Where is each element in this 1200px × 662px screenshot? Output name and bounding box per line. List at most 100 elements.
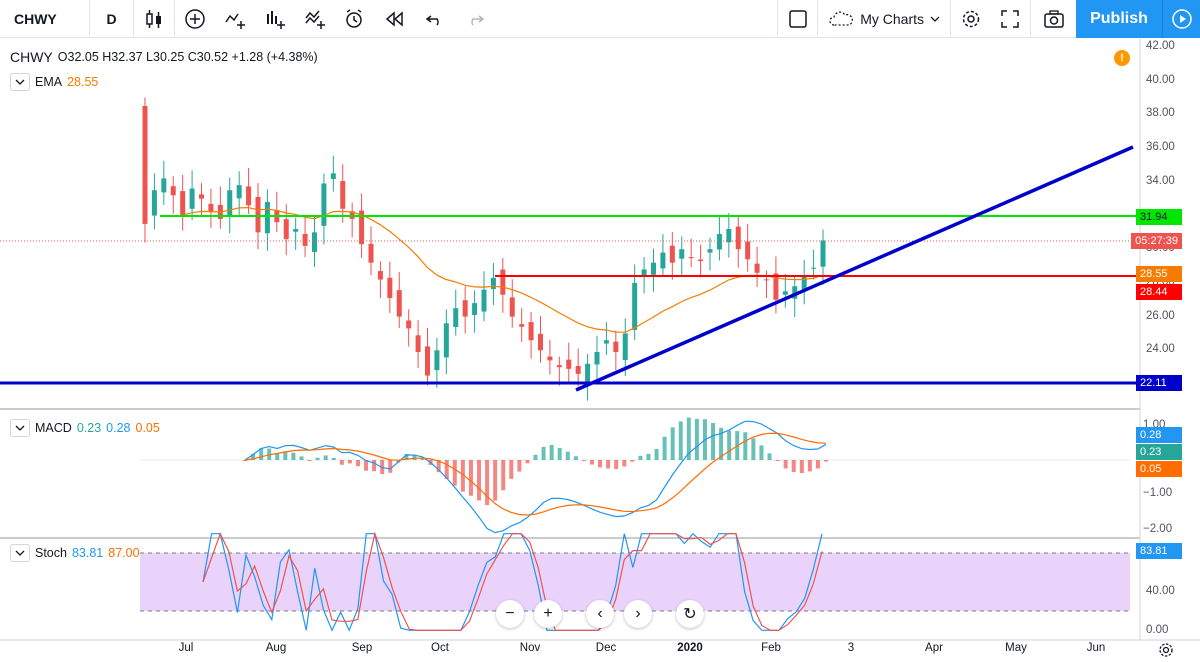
- publish-button[interactable]: Publish: [1076, 0, 1162, 38]
- macd-histogram[interactable]: [243, 417, 828, 506]
- price-axis-tick: 38.00: [1146, 107, 1175, 120]
- macd-value-3: 0.05: [135, 421, 160, 435]
- zoom-in-button[interactable]: +: [534, 600, 562, 628]
- collapse-chevron-icon[interactable]: [10, 544, 30, 562]
- macd-histogram-bar: [606, 460, 611, 469]
- macd-line[interactable]: [244, 420, 827, 534]
- legend-ohlc: O32.05 H32.37 L30.25 C30.52 +1.28 (+4.38…: [57, 50, 318, 64]
- collapse-chevron-icon[interactable]: [10, 419, 30, 437]
- collapse-chevron-icon[interactable]: [10, 73, 30, 91]
- macd-axis-tick: −1.00: [1143, 487, 1173, 499]
- candle-body: [490, 277, 496, 290]
- ema-line[interactable]: [182, 206, 824, 333]
- candle-body: [538, 333, 543, 351]
- time-axis-tick: Jun: [1086, 642, 1106, 654]
- settings-gear-icon[interactable]: [950, 0, 990, 38]
- macd-histogram-bar: [477, 460, 482, 501]
- macd-histogram-bar: [719, 427, 724, 460]
- candlestick-series[interactable]: [142, 97, 826, 401]
- stoch-d-line[interactable]: [202, 531, 823, 631]
- symbol-search[interactable]: CHWY: [0, 0, 90, 38]
- macd-value-1: 0.23: [76, 421, 102, 435]
- macd-histogram-bar: [767, 453, 772, 460]
- stoch-price-label: 83.81: [1136, 543, 1182, 559]
- macd-histogram-bar: [686, 417, 691, 460]
- macd-histogram-bar: [444, 460, 449, 480]
- candle-body: [330, 173, 336, 180]
- price-axis-tick: 40.00: [1146, 73, 1175, 86]
- macd-histogram-bar: [468, 460, 473, 496]
- candle-body: [312, 232, 317, 252]
- candle-body: [603, 340, 609, 344]
- fullscreen-layout-icon[interactable]: [777, 0, 817, 38]
- compare-add-icon[interactable]: [175, 0, 215, 38]
- zoom-out-button[interactable]: −: [496, 600, 524, 628]
- macd-histogram-bar: [614, 460, 619, 470]
- fullscreen-icon[interactable]: [990, 0, 1030, 38]
- macd-histogram-bar: [501, 460, 506, 491]
- financials-icon[interactable]: [255, 0, 295, 38]
- price-axis-tick: 24.00: [1146, 343, 1175, 356]
- candle-body: [679, 249, 685, 259]
- undo-icon[interactable]: [415, 0, 455, 38]
- scroll-right-button[interactable]: ›: [624, 600, 652, 628]
- indicators-icon[interactable]: [215, 0, 255, 38]
- macd-histogram-bar: [678, 421, 683, 460]
- stoch-label: Stoch: [35, 546, 67, 560]
- macd-histogram-bar: [807, 460, 812, 472]
- macd-label-a: 0.28: [1136, 427, 1182, 443]
- candle-body: [801, 276, 807, 290]
- my-charts-button[interactable]: My Charts: [817, 0, 950, 38]
- macd-histogram-bar: [727, 430, 732, 460]
- candle-body: [293, 228, 299, 232]
- interval-button[interactable]: D: [90, 0, 134, 38]
- cloud-icon: [829, 11, 854, 26]
- macd-histogram-bar: [541, 446, 546, 460]
- chart-type-icon[interactable]: [134, 0, 174, 38]
- time-axis-tick: Apr: [925, 642, 943, 654]
- play-icon[interactable]: [1162, 0, 1200, 38]
- macd-histogram-bar: [799, 460, 804, 474]
- price-label-green: 31.94: [1136, 209, 1182, 225]
- candle-body: [622, 333, 628, 361]
- macd-label: MACD: [35, 421, 72, 435]
- candle-body: [472, 303, 478, 316]
- macd-histogram-bar: [638, 455, 643, 460]
- signal-line[interactable]: [244, 432, 827, 516]
- macd-histogram-bar: [565, 451, 570, 460]
- candle-body: [782, 291, 788, 295]
- candle-body: [283, 219, 289, 240]
- reset-chart-icon[interactable]: ↻: [676, 600, 704, 628]
- legend-symbol: CHWY: [10, 49, 53, 65]
- candle-body: [302, 233, 308, 246]
- candle-body: [377, 271, 383, 280]
- candle-body: [594, 351, 600, 365]
- candle-body: [387, 277, 393, 299]
- candle-body: [396, 290, 402, 317]
- macd-histogram-bar: [355, 460, 360, 467]
- scroll-left-button[interactable]: ‹: [586, 600, 614, 628]
- macd-histogram-bar: [364, 460, 369, 471]
- trendline[interactable]: [575, 145, 1134, 392]
- candle-body: [425, 346, 430, 376]
- macd-histogram-bar: [622, 460, 627, 467]
- replay-icon[interactable]: [375, 0, 415, 38]
- candle-body: [754, 263, 760, 273]
- macd-histogram-bar: [670, 427, 675, 460]
- templates-icon[interactable]: [295, 0, 335, 38]
- candle-body: [745, 241, 751, 260]
- candle-body: [246, 186, 252, 206]
- macd-histogram-bar: [323, 455, 328, 460]
- settings-gear-icon[interactable]: [1158, 642, 1174, 658]
- stoch-legend[interactable]: Stoch 83.81 87.00: [10, 544, 140, 562]
- macd-histogram-bar: [372, 460, 377, 472]
- macd-legend[interactable]: MACD 0.23 0.28 0.05: [10, 419, 160, 437]
- alert-clock-icon[interactable]: [335, 0, 375, 38]
- warning-icon[interactable]: !: [1114, 50, 1130, 66]
- price-axis-tick: 26.00: [1146, 309, 1175, 322]
- ema-legend[interactable]: EMA 28.55: [10, 73, 98, 91]
- candle-body: [632, 282, 638, 330]
- camera-icon[interactable]: [1030, 0, 1076, 38]
- redo-icon[interactable]: [455, 0, 495, 38]
